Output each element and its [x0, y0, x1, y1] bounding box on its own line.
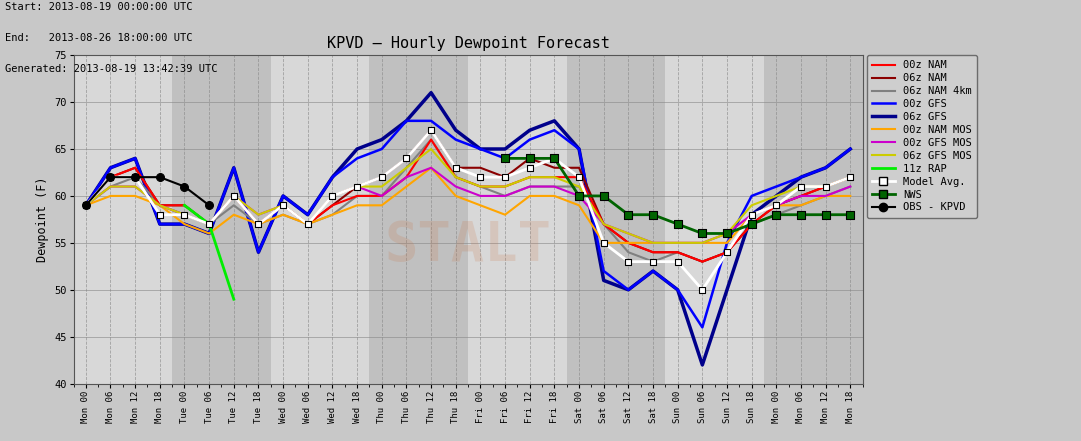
Point — [102, 174, 119, 181]
Bar — [739, 55, 764, 384]
Point — [595, 192, 612, 199]
Bar — [641, 55, 666, 384]
Point — [669, 220, 686, 228]
Title: KPVD – Hourly Dewpoint Forecast: KPVD – Hourly Dewpoint Forecast — [326, 36, 610, 51]
Point — [471, 174, 489, 181]
Bar — [493, 55, 518, 384]
Bar — [813, 55, 838, 384]
Text: Start: 2013-08-19 00:00:00 UTC: Start: 2013-08-19 00:00:00 UTC — [5, 2, 192, 12]
Bar — [789, 55, 813, 384]
Bar — [246, 55, 270, 384]
Point — [842, 211, 859, 218]
Point — [743, 220, 760, 228]
Point — [496, 155, 513, 162]
Point — [126, 174, 144, 181]
Text: Generated: 2013-08-19 13:42:39 UTC: Generated: 2013-08-19 13:42:39 UTC — [5, 64, 218, 74]
Bar — [370, 55, 395, 384]
Point — [373, 174, 390, 181]
Point — [694, 230, 711, 237]
Point — [151, 211, 169, 218]
Point — [768, 211, 785, 218]
Point — [126, 174, 144, 181]
Point — [250, 220, 267, 228]
Bar — [838, 55, 863, 384]
Point — [571, 174, 588, 181]
Point — [595, 239, 612, 247]
Point — [225, 192, 242, 199]
Point — [324, 192, 342, 199]
Bar — [443, 55, 468, 384]
Point — [719, 249, 736, 256]
Point — [644, 258, 662, 265]
Bar — [197, 55, 222, 384]
Point — [694, 286, 711, 293]
Bar — [715, 55, 739, 384]
Point — [792, 183, 810, 190]
Point — [176, 211, 193, 218]
Point — [102, 174, 119, 181]
Bar — [666, 55, 690, 384]
Point — [77, 202, 94, 209]
Bar — [320, 55, 345, 384]
Bar — [295, 55, 320, 384]
Point — [521, 155, 538, 162]
Bar — [418, 55, 443, 384]
Bar — [468, 55, 493, 384]
Bar — [172, 55, 197, 384]
Point — [398, 155, 415, 162]
Point — [644, 211, 662, 218]
Point — [619, 258, 637, 265]
Bar — [345, 55, 370, 384]
Bar — [764, 55, 789, 384]
Bar — [690, 55, 715, 384]
Point — [521, 164, 538, 171]
Bar — [591, 55, 616, 384]
Bar — [270, 55, 295, 384]
Point — [619, 211, 637, 218]
Legend: 00z NAM, 06z NAM, 06z NAM 4km, 00z GFS, 06z GFS, 00z NAM MOS, 00z GFS MOS, 06z G: 00z NAM, 06z NAM, 06z NAM 4km, 00z GFS, … — [867, 55, 977, 217]
Bar — [147, 55, 172, 384]
Point — [299, 220, 317, 228]
Point — [669, 258, 686, 265]
Point — [719, 230, 736, 237]
Point — [817, 183, 835, 190]
Bar — [518, 55, 542, 384]
Point — [176, 183, 193, 190]
Point — [151, 174, 169, 181]
Point — [496, 174, 513, 181]
Point — [743, 211, 760, 218]
Point — [423, 127, 440, 134]
Point — [546, 155, 563, 162]
Bar — [566, 55, 591, 384]
Bar — [616, 55, 641, 384]
Bar — [542, 55, 566, 384]
Point — [792, 211, 810, 218]
Bar — [123, 55, 147, 384]
Point — [768, 202, 785, 209]
Text: End:   2013-08-26 18:00:00 UTC: End: 2013-08-26 18:00:00 UTC — [5, 33, 192, 43]
Bar — [222, 55, 246, 384]
Point — [200, 220, 217, 228]
Point — [200, 202, 217, 209]
Point — [817, 211, 835, 218]
Point — [842, 174, 859, 181]
Text: STALT: STALT — [385, 219, 551, 272]
Point — [448, 164, 465, 171]
Bar — [395, 55, 418, 384]
Point — [77, 202, 94, 209]
Point — [546, 155, 563, 162]
Point — [348, 183, 365, 190]
Bar — [98, 55, 123, 384]
Point — [571, 192, 588, 199]
Y-axis label: Dewpoint (F): Dewpoint (F) — [36, 177, 49, 262]
Bar — [74, 55, 98, 384]
Point — [275, 202, 292, 209]
